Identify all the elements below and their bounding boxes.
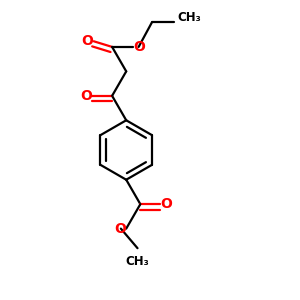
Text: O: O — [133, 40, 145, 54]
Text: CH₃: CH₃ — [126, 255, 149, 268]
Text: CH₃: CH₃ — [177, 11, 201, 24]
Text: O: O — [114, 222, 126, 236]
Text: O: O — [80, 89, 92, 103]
Text: O: O — [81, 34, 93, 48]
Text: O: O — [161, 197, 172, 211]
